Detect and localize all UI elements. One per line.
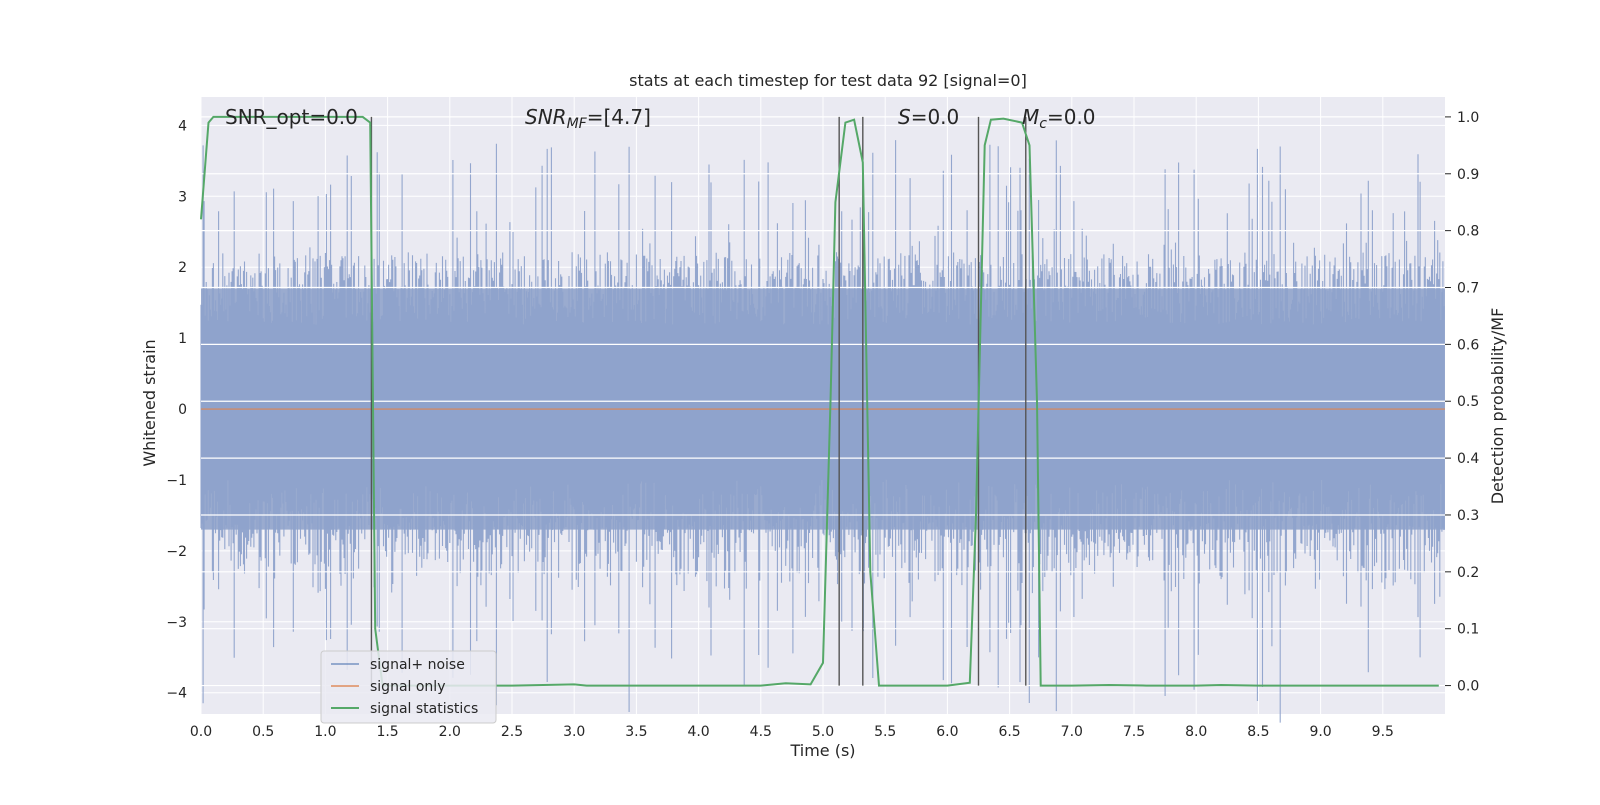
y-tick-label: −1 [166, 473, 187, 489]
mc-symbol: M [1022, 105, 1039, 129]
y-tick-label: −2 [166, 544, 187, 560]
x-tick-label: 0.0 [190, 724, 212, 740]
x-tick-label: 9.5 [1372, 724, 1394, 740]
y-tick-label: 2 [178, 260, 187, 276]
x-tick-label: 9.0 [1309, 724, 1331, 740]
snr-mf-annotation: SNRMF=[4.7] [525, 105, 651, 132]
chart-title: stats at each timestep for test data 92 … [629, 71, 1027, 90]
signal-statistics-series [200, 115, 1439, 687]
snr-mf-value: =[4.7] [587, 105, 651, 129]
x-tick-label: 3.0 [563, 724, 585, 740]
x-tick-label: 8.0 [1185, 724, 1207, 740]
x-tick-label: 4.5 [750, 724, 772, 740]
x-tick-label: 2.0 [439, 724, 461, 740]
legend-label-signal-only: signal only [370, 679, 445, 695]
right-y-tick-label: 0.4 [1457, 451, 1479, 467]
right-y-tick-label: 0.1 [1457, 622, 1479, 638]
right-y-tick-label: 0.0 [1457, 679, 1479, 695]
snr-mf-symbol: SNR [525, 105, 567, 129]
mc-value: =0.0 [1047, 105, 1096, 129]
right-y-axis-label: Detection probability/MF [1488, 308, 1507, 505]
x-tick-label: 4.0 [687, 724, 709, 740]
right-y-tick-label: 0.6 [1457, 337, 1479, 353]
right-y-tick-label: 0.7 [1457, 281, 1479, 297]
x-tick-label: 6.5 [998, 724, 1020, 740]
x-tick-label: 8.5 [1247, 724, 1269, 740]
y-tick-label: −4 [166, 686, 187, 702]
right-y-tick-label: 0.5 [1457, 394, 1479, 410]
mc-subscript: c [1039, 116, 1047, 132]
x-tick-label: 7.5 [1123, 724, 1145, 740]
x-tick-label: 3.5 [625, 724, 647, 740]
y-tick-labels: −4 −3 −2 −1 0 1 2 3 4 [166, 118, 187, 701]
s-value: =0.0 [911, 105, 960, 129]
snr-opt-annotation: SNR_opt=0.0 [225, 105, 358, 129]
right-y-tick-label: 0.3 [1457, 508, 1479, 524]
right-y-tick-label: 1.0 [1457, 110, 1479, 126]
right-y-tick-label: 0.2 [1457, 565, 1479, 581]
s-symbol: S [898, 105, 911, 129]
mc-annotation: Mc=0.0 [1022, 105, 1096, 132]
legend-box [320, 650, 497, 724]
x-axis-label: Time (s) [789, 741, 855, 760]
x-tick-label: 1.0 [314, 724, 336, 740]
right-y-tick-label: 0.9 [1457, 167, 1479, 183]
legend-label-signal-statistics: signal statistics [370, 701, 478, 717]
y-tick-label: 0 [178, 402, 187, 418]
right-y-tick-labels: 0.0 0.1 0.2 0.3 0.4 0.5 0.6 0.7 0.8 0.9 1.0 [1457, 110, 1479, 695]
right-y-tick-label: 0.8 [1457, 224, 1479, 240]
x-tick-label: 5.0 [812, 724, 834, 740]
y-tick-label: 3 [178, 189, 187, 205]
x-tick-label: 7.0 [1061, 724, 1083, 740]
y-tick-label: 1 [178, 331, 187, 347]
s-annotation: S=0.0 [898, 105, 959, 129]
y-tick-label: −3 [166, 615, 187, 631]
x-tick-label: 0.5 [252, 724, 274, 740]
x-tick-label: 2.5 [501, 724, 523, 740]
y-tick-label: 4 [178, 118, 187, 134]
x-tick-labels: 0.0 0.5 1.0 1.5 2.0 2.5 3.0 3.5 4.0 4.5 5.0 5.5 6.0 6… [190, 724, 1394, 740]
x-tick-label: 6.0 [936, 724, 958, 740]
snr-mf-subscript: MF [567, 116, 588, 132]
y-axis-label: Whitened strain [140, 339, 159, 466]
legend-label-signal-noise: signal+ noise [370, 657, 465, 673]
x-tick-label: 5.5 [874, 724, 896, 740]
x-tick-label: 1.5 [376, 724, 398, 740]
legend: signal+ noise signal only signal statist… [320, 650, 497, 724]
